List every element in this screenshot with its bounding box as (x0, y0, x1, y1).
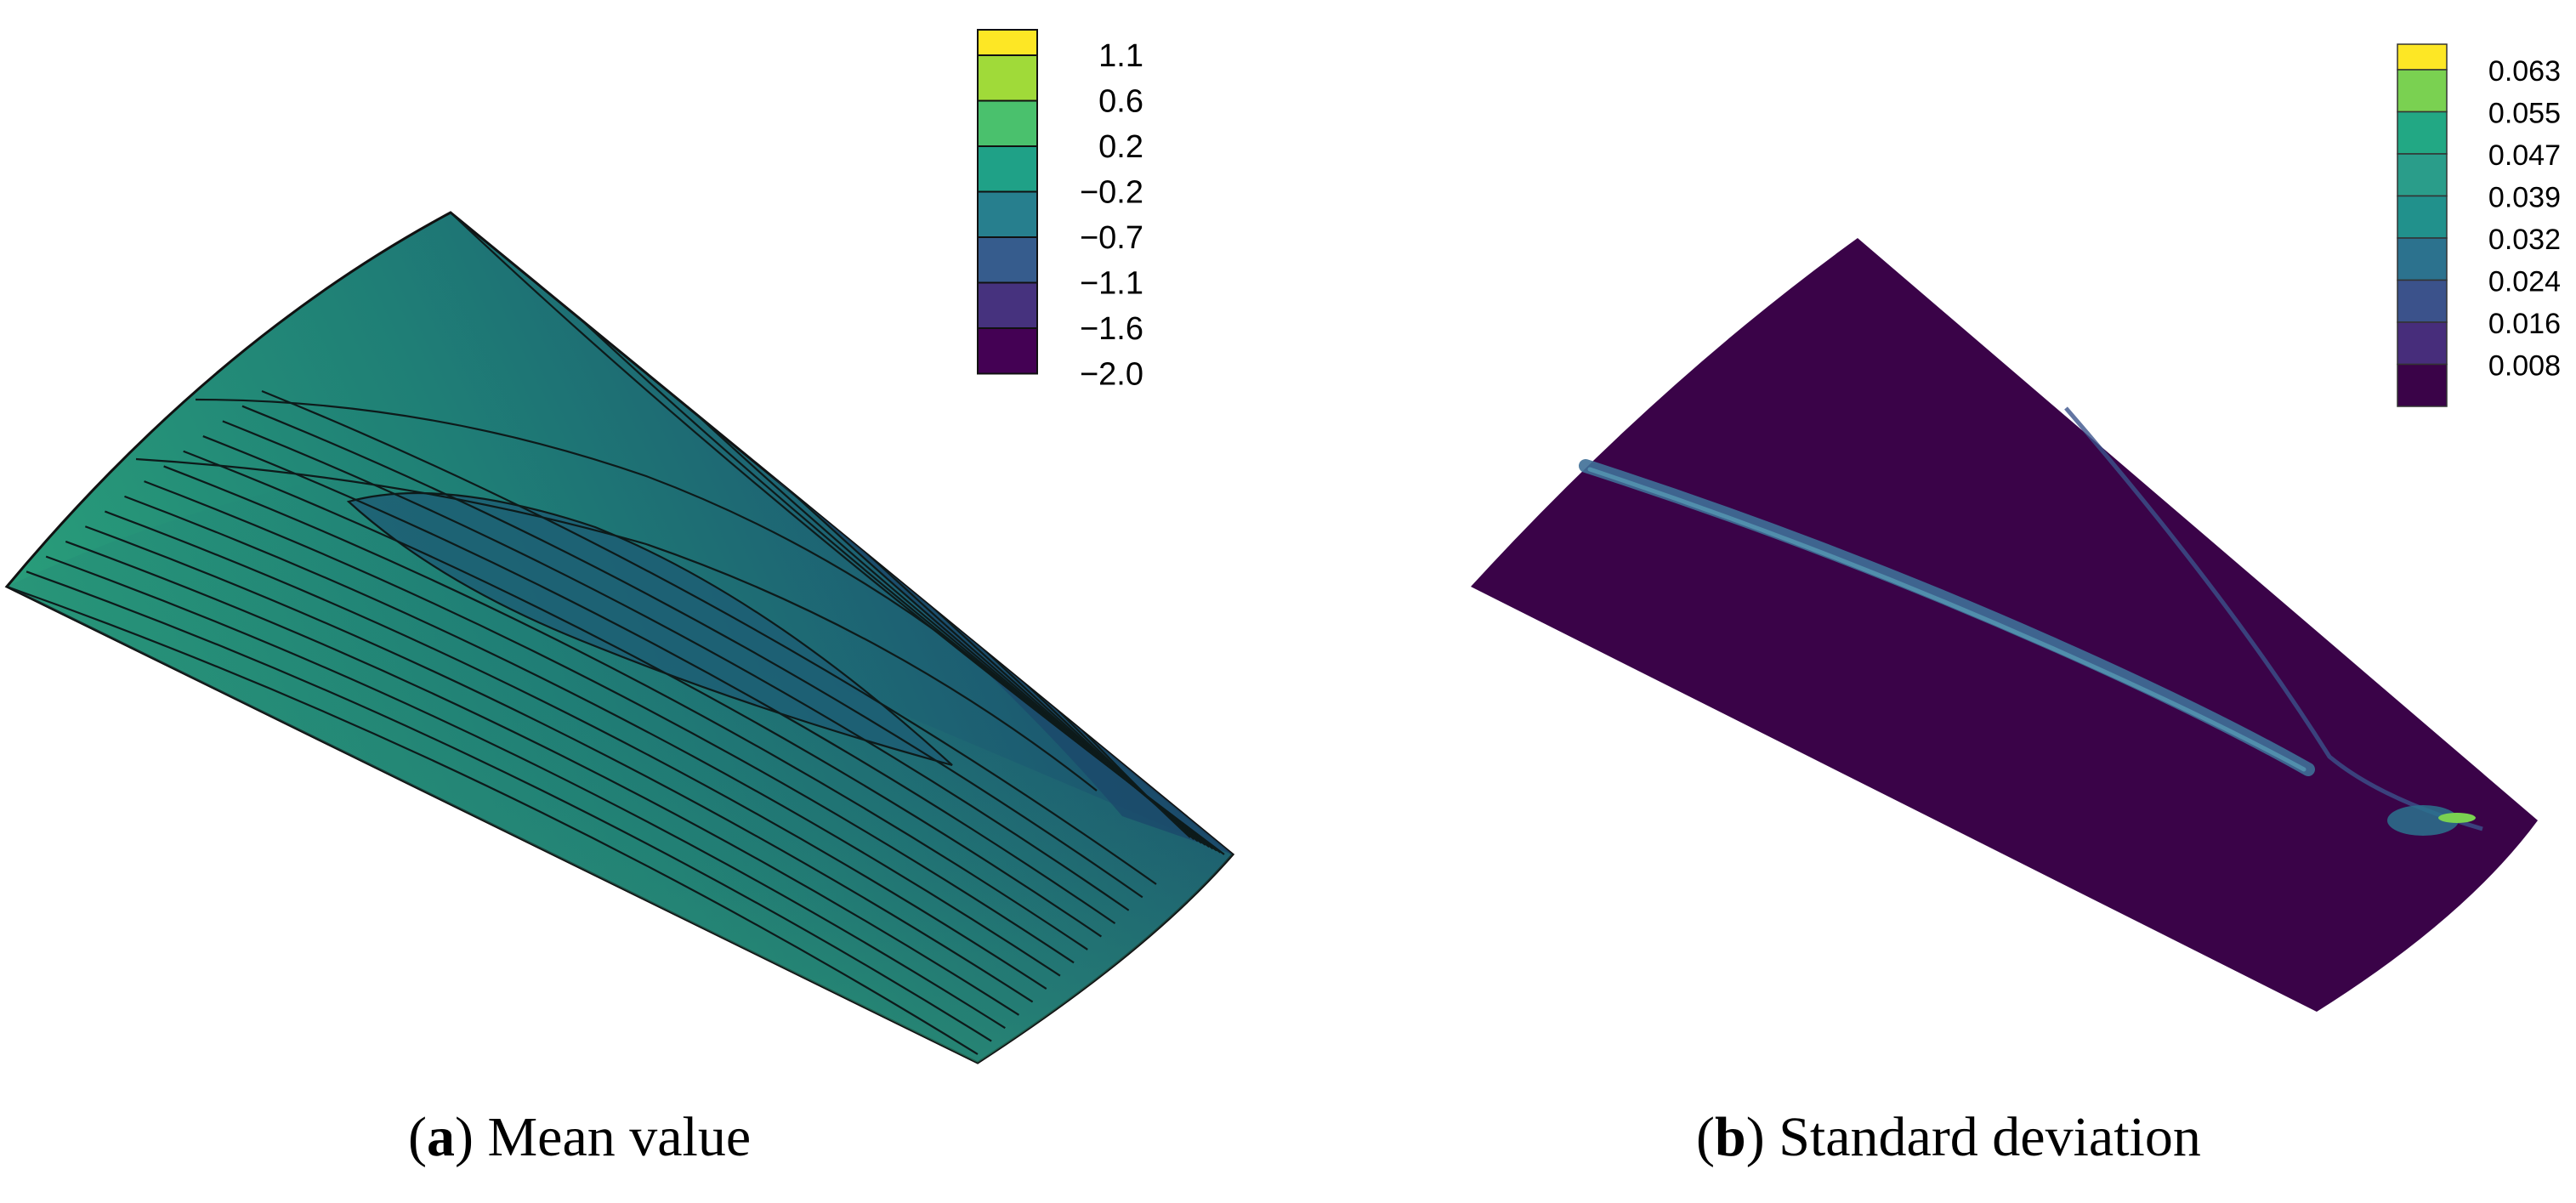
caption-stddev-text: Standard deviation (1779, 1106, 2201, 1168)
stddev-colorbar-tick: 0.055 (2488, 98, 2561, 130)
stddev-shock-streak (1579, 459, 2315, 776)
mean-contour-line (202, 435, 1116, 925)
mean-contour-line (222, 420, 1130, 911)
mean-contour-line (26, 570, 992, 1042)
mean-colorbar-tick: 0.6 (1098, 84, 1143, 120)
mean-colorbar-tick: −0.7 (1080, 220, 1143, 256)
mean-colorbar-tick: −1.6 (1080, 311, 1143, 347)
stddev-colorbar: 0.063 0.055 0.047 0.039 0.032 0.024 0.016 0.008 (2397, 43, 2561, 407)
stddev-colorbar-tick: 0.008 (2488, 350, 2561, 383)
caption-mean: (a) Mean value (408, 1106, 752, 1168)
mean-contour-line (84, 525, 1034, 1003)
mean-colorbar: 1.1 0.6 0.2 −0.2 −0.7 −1.1 −1.6 −2.0 (977, 29, 1143, 393)
mean-colorbar-tick: −2.0 (1080, 357, 1143, 393)
stddev-colorbar-swatch (2397, 321, 2448, 366)
mean-colorbar-cap (977, 29, 1038, 56)
mean-colorbar-swatch (977, 190, 1038, 238)
mean-contour-line (105, 510, 1047, 990)
stddev-colorbar-swatch (2397, 111, 2448, 155)
caption-stddev-letter: b (1714, 1106, 1746, 1168)
mean-wing-panel (4, 211, 1235, 1064)
mean-colorbar-swatch (977, 54, 1038, 102)
stddev-colorbar-tick: 0.063 (2488, 55, 2561, 88)
mean-wing-lower-green (7, 476, 1233, 1063)
mean-colorbar-swatch (977, 99, 1038, 147)
mean-colorbar-swatch (977, 327, 1038, 375)
stddev-secondary-streak (2064, 406, 2483, 831)
stddev-colorbar-tick: 0.016 (2488, 308, 2561, 340)
stddev-tip-hotspot (2387, 805, 2459, 836)
stddev-colorbar-swatch (2397, 363, 2448, 407)
stddev-colorbar-swatch (2397, 237, 2448, 281)
mean-contour-line (261, 389, 1157, 885)
mean-colorbar-tick: 0.2 (1098, 129, 1143, 165)
mean-colorbar-swatch (977, 236, 1038, 284)
caption-stddev: (b) Standard deviation (1696, 1106, 2201, 1168)
mean-contour-line (124, 495, 1061, 977)
stddev-colorbar-swatch (2397, 69, 2448, 113)
stddev-tip-hotspot-core (2438, 813, 2476, 823)
caption-mean-letter: a (426, 1106, 455, 1168)
mean-contour-line (195, 398, 1021, 698)
stddev-colorbar-tick: 0.039 (2488, 182, 2561, 214)
stddev-colorbar-cap (2397, 43, 2448, 71)
mean-colorbar-swatch (977, 145, 1038, 193)
mean-contour-line (144, 480, 1075, 964)
mean-contour-line (135, 457, 1098, 792)
stddev-colorbar-tick: 0.047 (2488, 139, 2561, 172)
mean-colorbar-tick: −1.1 (1080, 266, 1143, 302)
mean-contour-line (241, 405, 1143, 899)
caption-mean-text: Mean value (487, 1106, 752, 1168)
mean-contour-line (163, 465, 1088, 950)
mean-contour-line (346, 491, 953, 767)
mean-colorbar-tick: 1.1 (1098, 38, 1143, 74)
mean-contour-line (45, 555, 1006, 1030)
stddev-wing-panel (1471, 238, 2538, 1012)
mean-colorbar-tick: −0.2 (1080, 175, 1143, 211)
stddev-colorbar-swatch (2397, 153, 2448, 197)
stddev-colorbar-swatch (2397, 195, 2448, 239)
stddev-shock-streak-core (1587, 467, 2306, 772)
mean-colorbar-swatch (977, 281, 1038, 329)
mean-contour-line (7, 585, 979, 1055)
mean-contour-line (183, 450, 1102, 938)
stddev-colorbar-tick: 0.024 (2488, 266, 2561, 298)
stddev-colorbar-swatch (2397, 279, 2448, 323)
mean-contour-line (65, 540, 1020, 1016)
mean-wing-lowpressure-pocket (349, 493, 952, 765)
stddev-colorbar-tick: 0.032 (2488, 224, 2561, 256)
